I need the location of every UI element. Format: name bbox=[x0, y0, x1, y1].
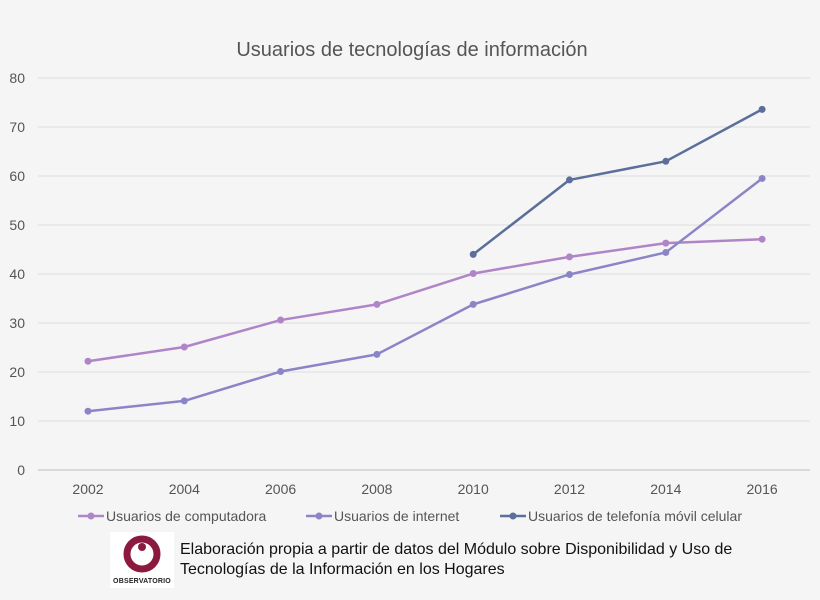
data-point bbox=[469, 270, 477, 278]
legend-marker bbox=[315, 512, 323, 520]
y-tick-label: 0 bbox=[17, 462, 25, 478]
data-point bbox=[662, 239, 670, 247]
legend-label: Usuarios de computadora bbox=[106, 508, 267, 524]
series-line-2 bbox=[87, 177, 763, 413]
x-tick-label: 2004 bbox=[169, 481, 200, 497]
legend-label: Usuarios de internet bbox=[334, 508, 459, 524]
data-point bbox=[277, 368, 285, 376]
chart-title: Usuarios de tecnologías de información bbox=[236, 39, 587, 61]
series-line-3 bbox=[472, 108, 763, 256]
y-axis: 0 10 20 30 40 50 60 70 80 bbox=[9, 70, 25, 478]
data-point bbox=[758, 174, 766, 182]
x-tick-label: 2010 bbox=[458, 481, 489, 497]
y-tick-label: 60 bbox=[9, 168, 25, 184]
gridlines bbox=[38, 77, 810, 471]
y-tick-label: 70 bbox=[9, 119, 25, 135]
y-tick-label: 80 bbox=[9, 70, 25, 86]
data-point bbox=[469, 300, 477, 308]
source-note: Elaboración propia a partir de datos del… bbox=[180, 541, 733, 578]
x-tick-label: 2012 bbox=[554, 481, 585, 497]
logo-mark-icon bbox=[123, 535, 161, 573]
data-point bbox=[566, 253, 573, 261]
line-chart: Usuarios de tecnologías de información 0… bbox=[9, 39, 810, 524]
data-point bbox=[662, 248, 670, 256]
y-tick-label: 20 bbox=[9, 364, 25, 380]
data-point bbox=[662, 157, 670, 165]
y-tick-label: 30 bbox=[9, 315, 25, 331]
data-point bbox=[758, 105, 766, 113]
data-point bbox=[758, 235, 766, 243]
data-point bbox=[180, 343, 188, 351]
legend: Usuarios de computadora Usuarios de inter… bbox=[78, 508, 742, 524]
y-tick-label: 40 bbox=[9, 266, 25, 282]
x-tick-label: 2016 bbox=[747, 481, 778, 497]
data-point bbox=[469, 250, 477, 258]
y-tick-label: 10 bbox=[9, 413, 25, 429]
data-point bbox=[84, 407, 92, 415]
logo-wordmark: OBSERVATORIO bbox=[113, 578, 171, 585]
data-point bbox=[566, 270, 573, 278]
legend-marker bbox=[509, 512, 517, 520]
x-tick-label: 2002 bbox=[72, 481, 103, 497]
data-point bbox=[373, 300, 381, 308]
x-tick-label: 2006 bbox=[265, 481, 296, 497]
series-lines bbox=[84, 105, 766, 415]
x-tick-label: 2014 bbox=[650, 481, 681, 497]
data-point bbox=[84, 357, 92, 365]
data-point bbox=[277, 316, 285, 324]
x-tick-label: 2008 bbox=[361, 481, 392, 497]
data-point bbox=[180, 397, 188, 405]
data-point bbox=[373, 350, 381, 358]
source-footer: OBSERVATORIO Elaboración propia a partir… bbox=[110, 532, 810, 592]
series-line-1 bbox=[87, 237, 763, 363]
legend-marker bbox=[87, 512, 95, 520]
legend-label: Usuarios de telefonía móvil celular bbox=[528, 508, 742, 524]
x-axis: 2002 2004 2006 2008 2010 2012 2014 2016 bbox=[72, 481, 777, 497]
data-point bbox=[566, 176, 573, 184]
observatorio-logo: OBSERVATORIO bbox=[110, 532, 174, 588]
y-tick-label: 50 bbox=[9, 217, 25, 233]
